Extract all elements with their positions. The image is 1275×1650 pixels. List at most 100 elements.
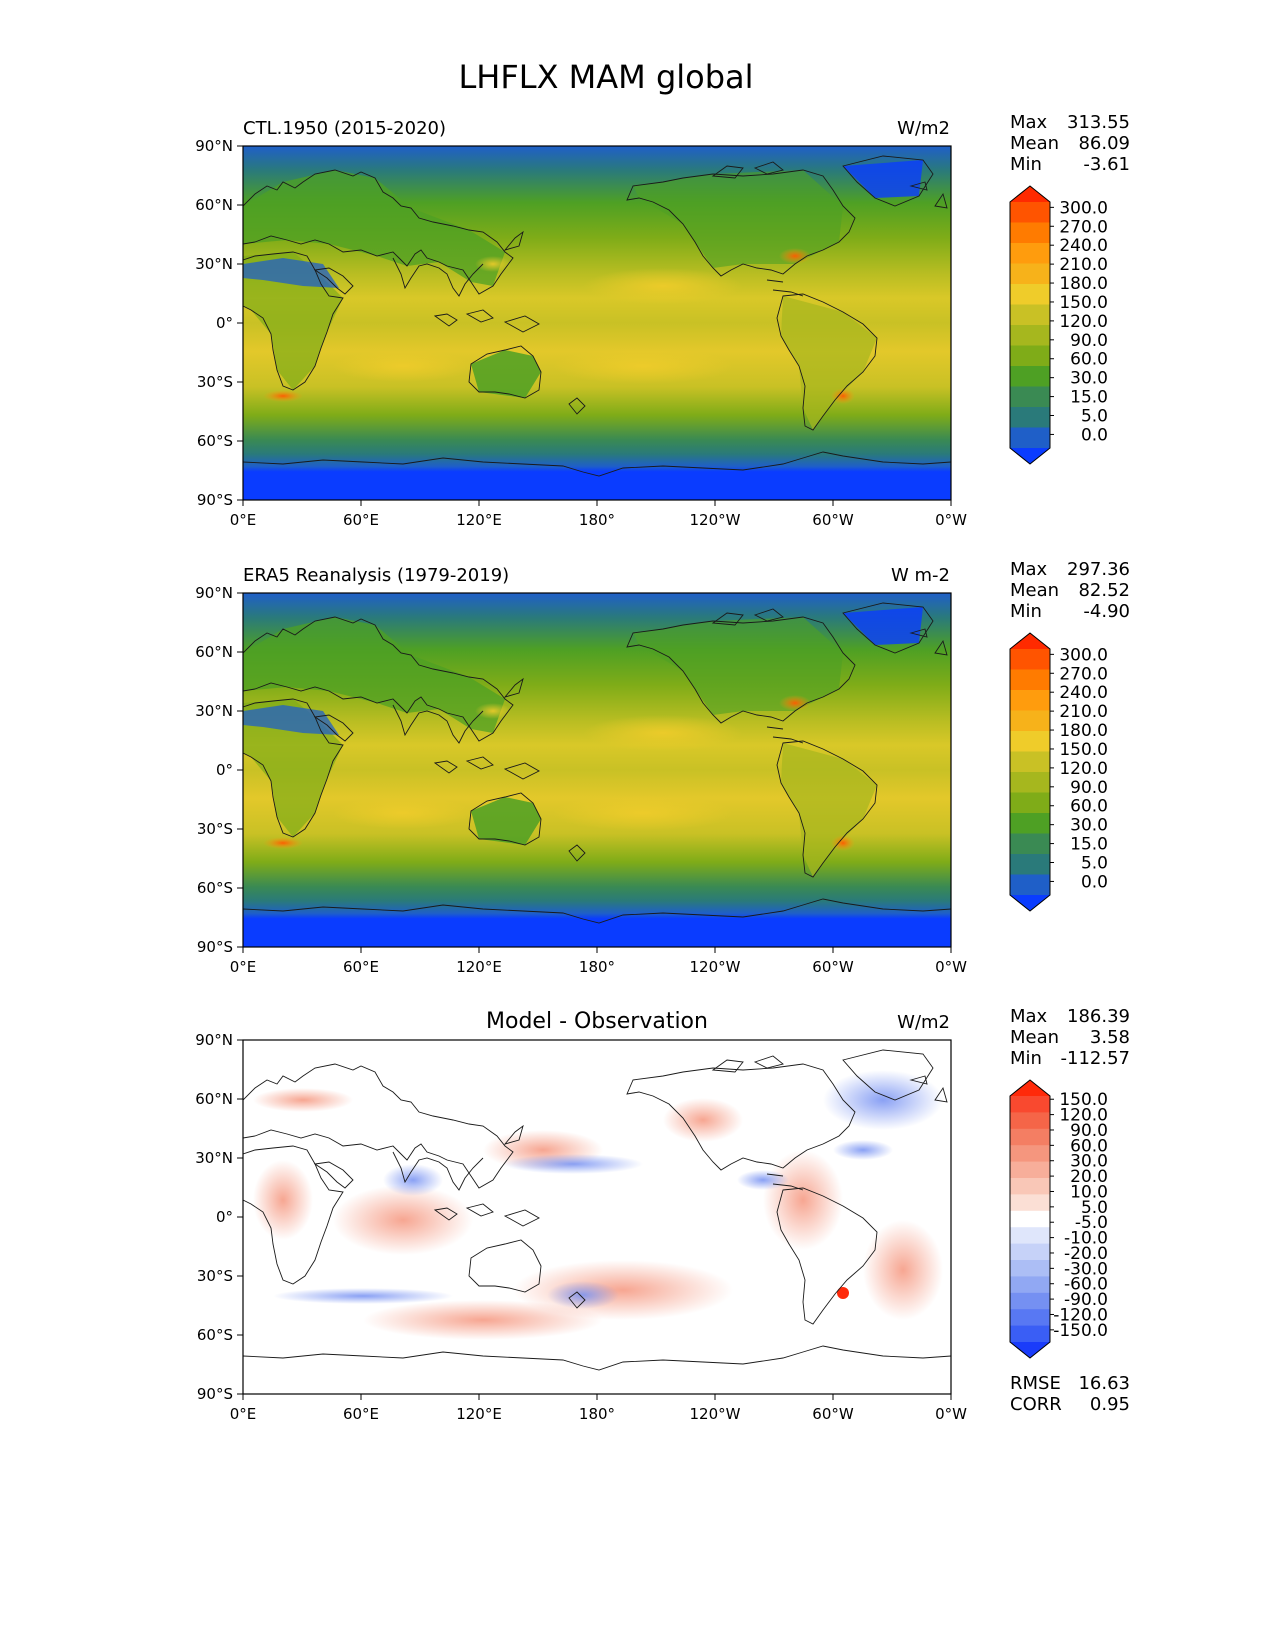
colorbar-segment <box>1010 1227 1050 1245</box>
stat-value-mean: 82.52 <box>1078 580 1130 601</box>
colorbar-extend-max <box>1010 186 1050 202</box>
panel-label: CTL.1950 (2015-2020) <box>243 118 446 139</box>
stat-value-max: 313.55 <box>1067 112 1130 133</box>
lon-tick-label: 120°W <box>690 1405 741 1423</box>
colorbar-segment <box>1010 669 1050 691</box>
colorbar-segment <box>1010 731 1050 752</box>
colorbar-label: 0.0 <box>1081 425 1108 445</box>
colorbar-segment <box>1010 1096 1050 1113</box>
colorbar-label: 300.0 <box>1059 645 1108 665</box>
colorbar-diff: 150.0120.090.060.030.020.010.05.0-5.0-10… <box>1009 1079 1108 1359</box>
panel-units: W m-2 <box>891 565 950 586</box>
colorbar-segment <box>1010 386 1050 408</box>
stat-name-max: Max <box>1010 1006 1048 1027</box>
lat-tick-label: 30°N <box>195 1149 233 1167</box>
colorbar-segment <box>1010 325 1050 346</box>
panel-units: W/m2 <box>897 118 950 139</box>
lat-tick-label: 60°S <box>197 432 233 450</box>
lon-tick-label: 0°E <box>230 1405 257 1423</box>
colorbar-segment <box>1010 1145 1050 1163</box>
colorbar-outline <box>1009 632 1051 912</box>
colorbar-label: 5.0 <box>1081 1198 1108 1218</box>
lat-tick-label: 60°N <box>195 196 233 214</box>
colorbar-segment <box>1010 1325 1050 1343</box>
colorbar-segment <box>1010 304 1050 326</box>
colorbar-segment <box>1010 1112 1050 1130</box>
colorbar-label: 15.0 <box>1070 388 1108 408</box>
colorbar-label: 120.0 <box>1059 312 1108 332</box>
colorbar-label: 210.0 <box>1059 702 1108 722</box>
colorbar-segment <box>1010 1178 1050 1195</box>
colorbar-label: 90.0 <box>1070 1121 1108 1141</box>
colorbar-segment <box>1010 366 1050 387</box>
lon-tick-label: 60°E <box>343 511 379 529</box>
stat-name-rmse: RMSE <box>1010 1373 1061 1394</box>
colorbar-label: 60.0 <box>1070 1136 1108 1156</box>
stat-value-max: 186.39 <box>1067 1006 1130 1027</box>
colorbar-segment <box>1010 710 1050 732</box>
colorbar-label: 270.0 <box>1059 217 1108 237</box>
stat-name-mean: Mean <box>1010 580 1059 601</box>
colorbar-label: 120.0 <box>1059 759 1108 779</box>
colorbar-segment <box>1010 874 1050 896</box>
panel-ctl: CTL.1950 (2015-2020) W/m2 90°N 60°N 30°N 0° 30… <box>195 112 1130 529</box>
stat-name-max: Max <box>1010 112 1048 133</box>
stat-value-max: 297.36 <box>1067 559 1130 580</box>
colorbar-segment <box>1010 407 1050 428</box>
colorbar-segment <box>1010 263 1050 285</box>
colorbar-label: 5.0 <box>1081 407 1108 427</box>
colorbar-outline <box>1009 185 1051 465</box>
colorbar-label: -10.0 <box>1064 1229 1108 1249</box>
lon-tick-label: 0°W <box>935 958 967 976</box>
colorbar-segment <box>1010 690 1050 711</box>
colorbar-era5: 300.0270.0240.0210.0180.0150.0120.090.06… <box>1009 632 1108 912</box>
lat-tick-label: 90°N <box>195 1031 233 1049</box>
lat-tick-label: 90°S <box>197 938 233 956</box>
stat-name-min: Min <box>1010 1048 1042 1069</box>
colorbar-label: 150.0 <box>1059 740 1108 760</box>
lon-tick-label: 120°W <box>690 511 741 529</box>
lon-tick-label: 0°E <box>230 511 257 529</box>
colorbar-label: 5.0 <box>1081 854 1108 874</box>
colorbar-label: 10.0 <box>1070 1182 1108 1202</box>
colorbar-segment <box>1010 1243 1050 1261</box>
map-ctl <box>243 146 951 500</box>
colorbar-extend-min <box>1010 448 1050 464</box>
colorbar-label: 30.0 <box>1070 1152 1108 1172</box>
colorbar-extend-max <box>1010 633 1050 649</box>
colorbar-segment <box>1010 649 1050 670</box>
colorbar-segment <box>1010 222 1050 244</box>
lon-tick-label: 120°W <box>690 958 741 976</box>
colorbar-label: 30.0 <box>1070 816 1108 836</box>
panel-era5: ERA5 Reanalysis (1979-2019) W m-2 90°N 60°N… <box>195 559 1130 976</box>
colorbar-label: 270.0 <box>1059 664 1108 684</box>
lon-tick-label: 0°W <box>935 511 967 529</box>
colorbar-extend-min <box>1010 1342 1050 1358</box>
colorbar-ctl: 300.0270.0240.0210.0180.0150.0120.090.06… <box>1009 185 1108 465</box>
lat-tick-label: 0° <box>216 1208 233 1226</box>
stat-name-min: Min <box>1010 154 1042 175</box>
colorbar-label: 240.0 <box>1059 683 1108 703</box>
colorbar-label: -5.0 <box>1075 1213 1108 1233</box>
colorbar-label: 15.0 <box>1070 835 1108 855</box>
colorbar-label: -20.0 <box>1064 1244 1108 1264</box>
colorbar-label: 210.0 <box>1059 255 1108 275</box>
panel-diff: Model - Observation W/m2 90°N 60°N 30°N 0° 30°… <box>195 1006 1130 1423</box>
lat-tick-label: 60°N <box>195 1090 233 1108</box>
colorbar-segment <box>1010 772 1050 793</box>
colorbar-segment <box>1010 792 1050 814</box>
map-era5 <box>243 593 951 947</box>
stat-value-min: -4.90 <box>1083 601 1130 622</box>
panels: CTL.1950 (2015-2020) W/m2 90°N 60°N 30°N 0° 30… <box>195 112 1130 1423</box>
lon-tick-label: 120°E <box>456 511 502 529</box>
lon-tick-label: 0°E <box>230 958 257 976</box>
colorbar-outline <box>1009 1079 1051 1359</box>
lon-tick-label: 60°W <box>812 958 854 976</box>
lon-tick-label: 60°E <box>343 1405 379 1423</box>
lat-tick-label: 60°S <box>197 879 233 897</box>
figure-title: LHFLX MAM global <box>458 58 753 96</box>
colorbar-label: 120.0 <box>1059 1106 1108 1126</box>
lat-tick-label: 0° <box>216 761 233 779</box>
colorbar-label: -90.0 <box>1064 1290 1108 1310</box>
